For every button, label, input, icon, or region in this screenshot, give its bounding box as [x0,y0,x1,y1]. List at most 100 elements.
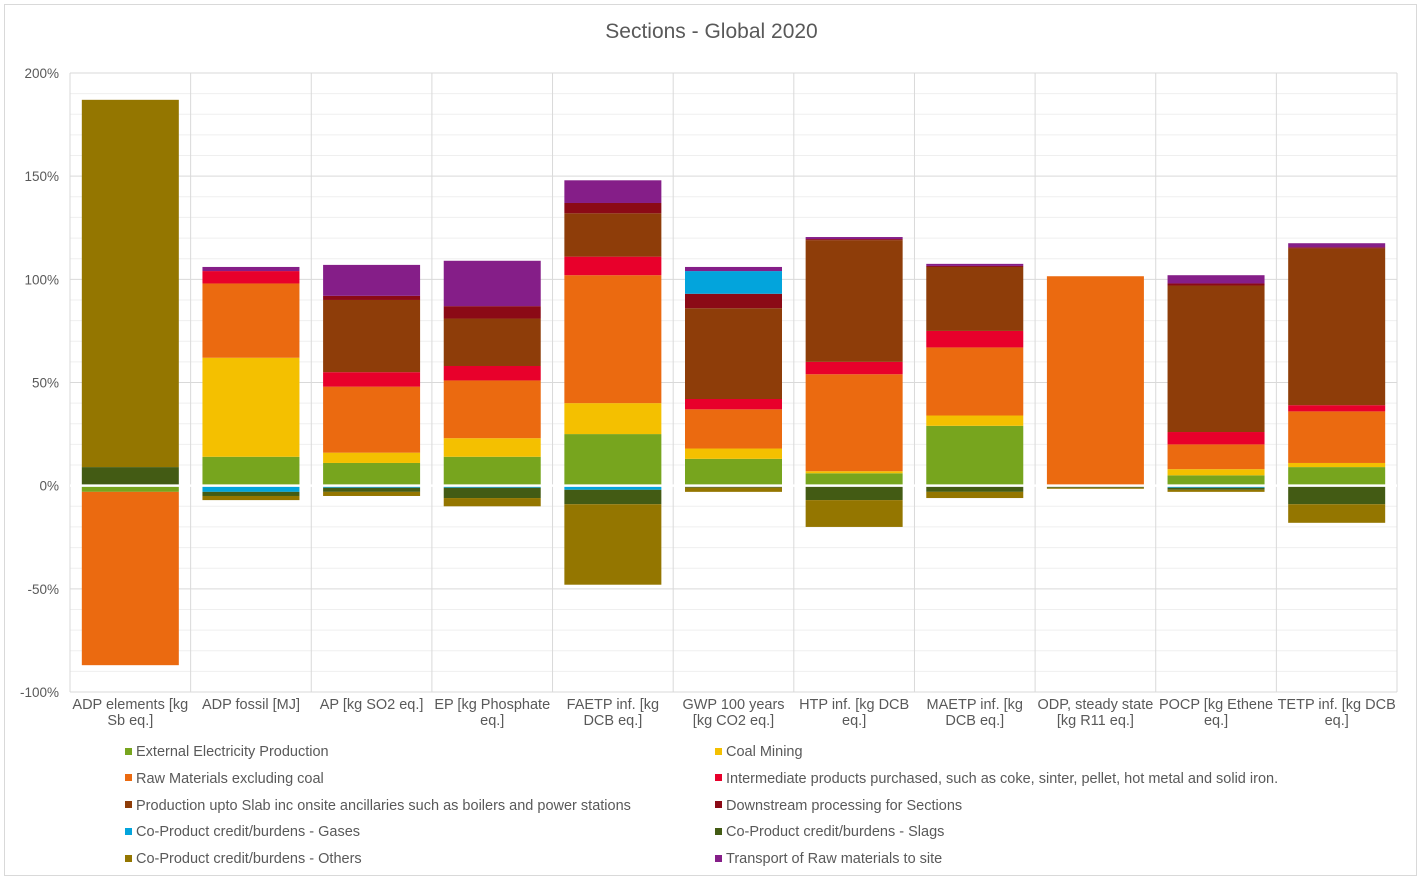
bar-segment [685,271,782,294]
x-tick-label: FAETP inf. [kg [567,697,659,713]
bar-segment [1167,275,1265,284]
chart-title: Sections - Global 2020 [605,20,818,43]
bar-segment [202,495,300,501]
bar-segment [805,237,903,240]
x-tick-label: eq.] [1325,713,1349,729]
bar-segment [1288,405,1386,412]
bar-segment [1167,432,1265,445]
y-tick-label: 200% [24,66,59,81]
bar-segment [1167,469,1265,476]
x-tick-label: POCP [kg Ethene [1159,697,1273,713]
bar-segment [1167,489,1265,492]
y-tick-label: 50% [32,376,59,391]
bar-segment [323,372,421,387]
bar-segment [443,260,541,307]
bar-segment [323,487,421,492]
bar-segment [443,438,541,457]
bar-segment [685,487,782,492]
bar-segment [323,491,421,496]
chart-frame [4,4,1417,876]
bar-segment [1288,485,1386,505]
bar-segment [81,485,179,492]
bar-segment [81,491,179,666]
bar-segment [805,471,903,474]
y-tick-label: 100% [24,272,59,287]
x-tick-label: eq.] [842,713,866,729]
bar-segment [1288,248,1386,406]
bar-segment [805,374,903,472]
bar-segment [443,498,541,507]
x-tick-label: ADP fossil [MJ] [202,697,300,713]
bar-segment [443,456,541,486]
bar-segment [202,357,300,457]
bar-segment [564,403,662,435]
bar-segment [1288,467,1386,486]
bar-segment [564,256,662,276]
y-tick-label: 0% [39,479,59,494]
bar-segment [443,487,541,499]
bar-segment [564,489,662,505]
bar-segment [685,293,782,309]
x-tick-label: Sb eq.] [107,713,153,729]
bar-segment [81,99,179,468]
x-tick-label: [kg R11 eq.] [1057,713,1134,729]
x-tick-label: DCB eq.] [583,713,642,729]
x-tick-label: AP [kg SO2 eq.] [320,697,424,713]
y-tick-label: 150% [24,169,59,184]
bar-segment [202,491,300,496]
bar-segment [1046,276,1144,485]
bar-segment [926,266,1024,331]
bar-segment [685,448,782,459]
bar-segment [564,180,662,203]
bar-segment [1288,504,1386,523]
bar-segment [805,485,903,501]
bar-segment [1288,411,1386,463]
bar-segment [805,239,903,241]
bar-segment [323,299,421,373]
bar-layer [70,99,1397,666]
bar-segment [1167,283,1265,286]
bar-segment [1288,462,1386,468]
x-tick-label: GWP 100 years [682,697,784,713]
bar-segment [685,399,782,410]
y-tick-label: -50% [27,582,59,597]
bar-segment [926,485,1024,492]
bar-segment [564,434,662,486]
bar-segment [926,491,1024,499]
bar-segment [1167,487,1265,490]
bar-segment [1167,475,1265,486]
bar-segment [443,306,541,319]
bar-segment [1167,444,1265,470]
bar-segment [805,361,903,375]
bar-segment [323,295,421,300]
bar-segment [926,263,1024,266]
bar-segment [805,240,903,362]
bar-segment [926,330,1024,348]
x-tick-label: EP [kg Phosphate [434,697,550,713]
bar-segment [685,409,782,449]
bar-segment [926,265,1024,267]
bar-segment [685,266,782,272]
bar-segment [926,347,1024,416]
bar-segment [202,271,300,284]
bar-segment [323,264,421,296]
bar-segment [1046,487,1144,489]
label-layer: -100% -50% 0% 50% 100% 150% 200% ADP elements [… [20,66,1396,729]
bar-segment [926,415,1024,426]
bar-segment [1167,285,1265,433]
x-tick-label: DCB eq.] [945,713,1004,729]
bar-segment [323,386,421,453]
bar-segment [564,504,662,585]
bar-segment [1288,243,1386,248]
bar-segment [443,318,541,366]
y-tick-label: -100% [20,685,59,700]
x-tick-label: eq.] [1204,713,1228,729]
x-tick-label: TETP inf. [kg DCB [1278,697,1396,713]
bar-segment [202,456,300,486]
bar-segment [564,213,662,257]
bar-segment [202,266,300,272]
x-tick-label: HTP inf. [kg DCB [799,697,909,713]
bar-segment [323,462,421,486]
x-tick-label: eq.] [480,713,504,729]
